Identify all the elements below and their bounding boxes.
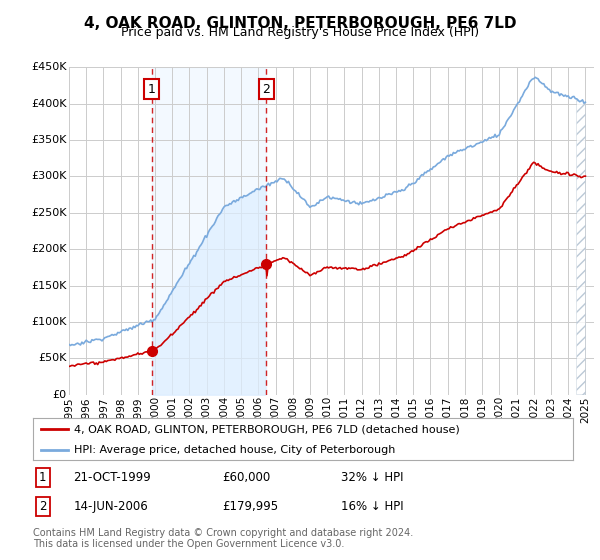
- Text: 16% ↓ HPI: 16% ↓ HPI: [341, 500, 403, 513]
- Text: Contains HM Land Registry data © Crown copyright and database right 2024.
This d: Contains HM Land Registry data © Crown c…: [33, 528, 413, 549]
- Text: 4, OAK ROAD, GLINTON, PETERBOROUGH, PE6 7LD (detached house): 4, OAK ROAD, GLINTON, PETERBOROUGH, PE6 …: [74, 424, 459, 434]
- Text: Price paid vs. HM Land Registry's House Price Index (HPI): Price paid vs. HM Land Registry's House …: [121, 26, 479, 39]
- Text: 2: 2: [39, 500, 46, 513]
- Text: £50K: £50K: [38, 353, 67, 363]
- Text: 21-OCT-1999: 21-OCT-1999: [74, 471, 151, 484]
- Text: £60,000: £60,000: [222, 471, 270, 484]
- Text: £200K: £200K: [31, 244, 67, 254]
- Text: £179,995: £179,995: [222, 500, 278, 513]
- Text: 4, OAK ROAD, GLINTON, PETERBOROUGH, PE6 7LD: 4, OAK ROAD, GLINTON, PETERBOROUGH, PE6 …: [84, 16, 516, 31]
- Text: 14-JUN-2006: 14-JUN-2006: [74, 500, 148, 513]
- Text: £300K: £300K: [31, 171, 67, 181]
- Text: £450K: £450K: [31, 62, 67, 72]
- Text: £100K: £100K: [31, 317, 67, 327]
- Text: 1: 1: [39, 471, 46, 484]
- Bar: [152, 67, 266, 395]
- Text: £150K: £150K: [31, 281, 67, 291]
- Text: HPI: Average price, detached house, City of Peterborough: HPI: Average price, detached house, City…: [74, 445, 395, 455]
- Text: £350K: £350K: [31, 135, 67, 145]
- Text: £250K: £250K: [31, 208, 67, 218]
- Text: £0: £0: [52, 390, 67, 400]
- Text: £400K: £400K: [31, 99, 67, 109]
- Text: 1: 1: [148, 82, 155, 96]
- Text: 32% ↓ HPI: 32% ↓ HPI: [341, 471, 403, 484]
- Text: 2: 2: [262, 82, 270, 96]
